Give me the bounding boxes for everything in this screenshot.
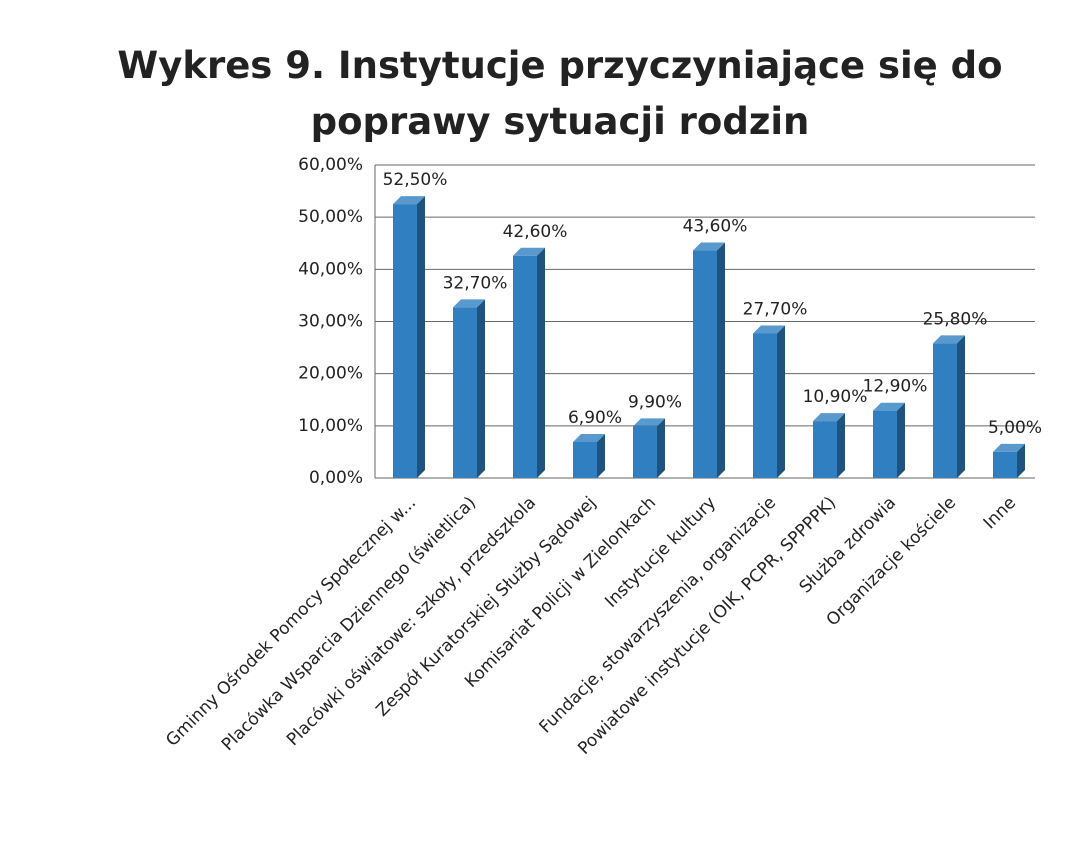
bar-top bbox=[693, 242, 725, 251]
bar-top bbox=[393, 196, 425, 205]
y-tick-label: 20,00% bbox=[298, 364, 363, 384]
bar-side bbox=[417, 196, 425, 478]
x-tick-label: Inne bbox=[980, 493, 1020, 533]
bar-top bbox=[813, 413, 845, 422]
bar-side bbox=[897, 402, 905, 478]
data-label: 32,70% bbox=[443, 273, 508, 293]
bar-top bbox=[573, 434, 605, 443]
bar bbox=[753, 325, 785, 478]
bar-top bbox=[453, 299, 485, 308]
bar-side bbox=[1017, 443, 1025, 478]
bar bbox=[993, 443, 1025, 478]
x-tick-label: Instytucje kultury bbox=[601, 493, 720, 612]
data-label: 10,90% bbox=[803, 387, 868, 407]
data-label: 5,00% bbox=[988, 418, 1042, 438]
bar bbox=[873, 402, 905, 478]
bar-front bbox=[813, 421, 837, 478]
x-tick-label: Zespół Kuratorskiej Służby Sądowej bbox=[372, 493, 600, 721]
bar bbox=[633, 418, 665, 478]
y-tick-label: 50,00% bbox=[298, 207, 363, 227]
data-label: 52,50% bbox=[383, 170, 448, 190]
data-label: 42,60% bbox=[503, 222, 568, 242]
bar-front bbox=[753, 333, 777, 478]
bar-top bbox=[873, 402, 905, 411]
x-tick-label: Placówki oświatowe: szkoły, przedszkola bbox=[283, 493, 540, 750]
bar-front bbox=[393, 204, 417, 478]
bar-top bbox=[513, 247, 545, 256]
bar-side bbox=[477, 299, 485, 478]
bar bbox=[933, 335, 965, 478]
bar-top bbox=[993, 443, 1025, 452]
bar bbox=[693, 242, 725, 478]
data-label: 25,80% bbox=[923, 309, 988, 329]
bar-front bbox=[693, 250, 717, 478]
chart-title: Wykres 9. Instytucje przyczyniające się … bbox=[117, 44, 1003, 143]
bar-side bbox=[837, 413, 845, 478]
data-label: 9,90% bbox=[628, 392, 682, 412]
y-tick-label: 10,00% bbox=[298, 416, 363, 436]
bar bbox=[513, 247, 545, 478]
bar-front bbox=[993, 451, 1017, 478]
bar-front bbox=[873, 410, 897, 478]
bar-top bbox=[933, 335, 965, 344]
bar-front bbox=[573, 442, 597, 478]
bar-top bbox=[633, 418, 665, 427]
bar-side bbox=[597, 434, 605, 478]
bar-side bbox=[957, 335, 965, 478]
bar bbox=[813, 413, 845, 478]
bar-side bbox=[777, 325, 785, 478]
data-label: 27,70% bbox=[743, 299, 808, 319]
data-label: 6,90% bbox=[568, 408, 622, 428]
data-label: 12,90% bbox=[863, 377, 928, 397]
y-tick-label: 40,00% bbox=[298, 259, 363, 279]
bar bbox=[393, 196, 425, 478]
bar-top bbox=[753, 325, 785, 334]
bar-front bbox=[933, 343, 957, 478]
bar-front bbox=[513, 255, 537, 478]
bar-side bbox=[537, 247, 545, 478]
bar-side bbox=[657, 418, 665, 478]
bar-front bbox=[453, 307, 477, 478]
y-tick-label: 60,00% bbox=[298, 155, 363, 175]
y-tick-label: 0,00% bbox=[309, 468, 363, 488]
bar bbox=[573, 434, 605, 478]
data-label: 43,60% bbox=[683, 217, 748, 237]
y-tick-label: 30,00% bbox=[298, 312, 363, 332]
bar-front bbox=[633, 426, 657, 478]
bar-side bbox=[717, 242, 725, 478]
x-tick-label: Placówka Wsparcia Dziennego (świetlica) bbox=[218, 493, 480, 755]
bar bbox=[453, 299, 485, 478]
